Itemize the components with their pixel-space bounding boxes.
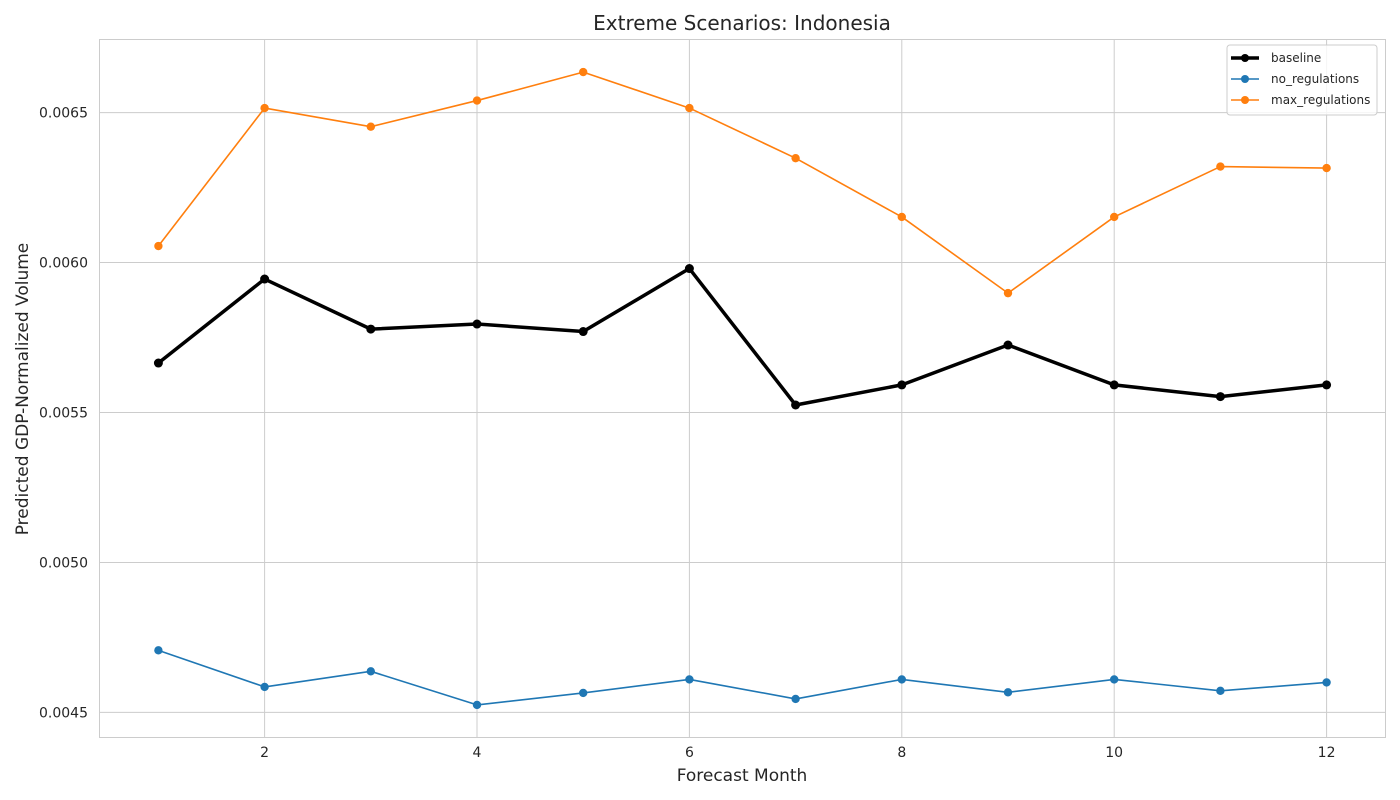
series-line-max_regulations (157, 71, 1327, 294)
series-layer (153, 67, 1332, 710)
data-point (1216, 686, 1225, 696)
data-point (791, 153, 800, 163)
data-point (897, 675, 906, 684)
series-line-no_regulations (158, 649, 1327, 706)
y-axis-title: Predicted GDP-Normalized Volume (13, 243, 33, 536)
legend-marker (1241, 96, 1249, 104)
x-tick-label: 8 (897, 745, 906, 761)
data-point (154, 646, 163, 655)
legend: baseline no_regulations max_regulations (1226, 44, 1378, 116)
data-point (897, 212, 906, 222)
data-point (366, 324, 376, 334)
x-tick-label: 12 (1318, 745, 1336, 761)
data-point (260, 274, 270, 284)
x-tick-label: 2 (260, 745, 269, 761)
legend-label: max_regulations (1271, 93, 1370, 107)
data-point (791, 694, 800, 704)
data-point (260, 682, 269, 692)
data-point (579, 688, 588, 698)
data-point (897, 380, 907, 390)
data-point (1322, 163, 1331, 173)
series-line-baseline (157, 266, 1327, 407)
data-point (685, 103, 694, 113)
y-tick-label: 0.0045 (39, 705, 88, 721)
data-point (366, 122, 376, 131)
legend-label: baseline (1271, 51, 1321, 65)
y-tick-label: 0.0060 (39, 256, 88, 272)
chart-title: Extreme Scenarios: Indonesia (593, 11, 891, 35)
legend-item: baseline (1231, 51, 1321, 65)
x-tick-label: 10 (1105, 745, 1123, 761)
legend-marker (1241, 75, 1249, 83)
data-point (1003, 288, 1013, 298)
series-max_regulations (154, 67, 1331, 298)
legend-label: no_regulations (1271, 72, 1359, 86)
y-tick-label: 0.0065 (39, 106, 88, 122)
data-point (1322, 678, 1331, 687)
data-point (791, 400, 801, 410)
legend-item: max_regulations (1231, 93, 1370, 107)
data-point (1322, 380, 1332, 390)
legend-box (1226, 44, 1378, 116)
data-point (1109, 675, 1119, 684)
data-point (1109, 380, 1119, 390)
data-point (685, 675, 694, 684)
legend-item: no_regulations (1231, 72, 1359, 86)
y-tick-label: 0.0050 (39, 555, 88, 571)
series-baseline (153, 264, 1332, 410)
data-point (472, 319, 482, 329)
data-point (260, 103, 269, 113)
x-tick-label: 6 (685, 745, 694, 761)
data-point (472, 96, 482, 105)
data-point (153, 358, 163, 368)
data-point (1216, 162, 1225, 171)
data-point (684, 264, 694, 274)
series-no_regulations (154, 646, 1331, 710)
tick-labels: 2 4 6 8 10 12 0.0045 0.0050 0.0055 0.0060 0.0065 (39, 106, 1336, 761)
x-tick-label: 4 (473, 745, 482, 761)
data-point (1003, 340, 1013, 350)
data-point (1215, 392, 1225, 402)
x-axis-title: Forecast Month (677, 766, 808, 786)
data-point (579, 67, 588, 77)
legend-marker (1241, 54, 1249, 62)
data-point (578, 327, 588, 337)
data-point (366, 667, 376, 676)
data-point (472, 700, 482, 710)
data-point (1109, 212, 1119, 222)
data-point (1003, 688, 1013, 697)
data-point (154, 241, 163, 251)
y-tick-label: 0.0055 (39, 405, 88, 421)
grid (100, 40, 1385, 737)
plot-frame (99, 39, 1386, 738)
